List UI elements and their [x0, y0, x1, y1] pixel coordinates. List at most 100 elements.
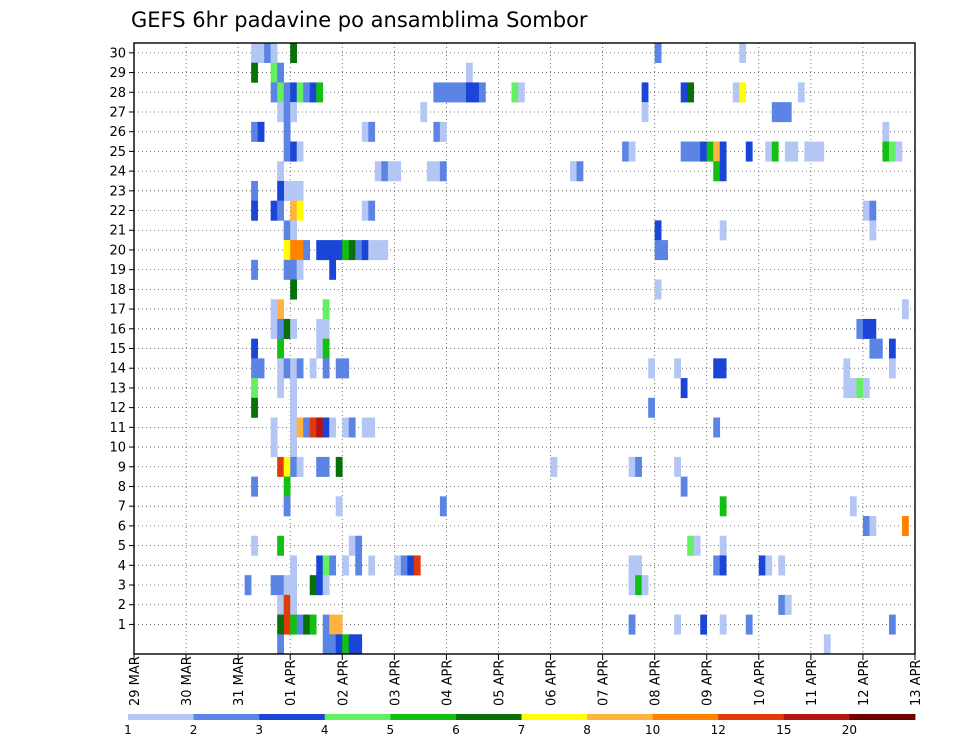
heatmap-cell: [856, 318, 864, 339]
heatmap-cell: [654, 240, 662, 261]
heatmap-cell: [251, 180, 258, 201]
heatmap-cell: [283, 358, 291, 379]
heatmap-cell: [290, 43, 298, 64]
heatmap-cell: [290, 82, 298, 103]
heatmap-cell: [739, 82, 747, 103]
heatmap-cell: [862, 516, 870, 537]
legend-label: 1: [124, 723, 132, 737]
heatmap-cell: [270, 62, 278, 83]
y-tick-label: 24: [109, 165, 126, 180]
heatmap-cell: [439, 161, 447, 182]
y-tick-label: 17: [109, 303, 126, 318]
heatmap-cell: [478, 82, 486, 103]
heatmap-cell: [277, 318, 284, 339]
heatmap-cell: [270, 299, 278, 320]
heatmap-cell: [251, 476, 258, 497]
heatmap-cell: [901, 299, 909, 320]
heatmap-cell: [257, 43, 265, 64]
heatmap-cell: [635, 456, 642, 477]
heatmap-cell: [674, 614, 681, 635]
legend-label: 3: [255, 723, 263, 737]
y-tick-label: 10: [109, 441, 126, 456]
heatmap-cell: [322, 575, 330, 596]
heatmap-cell: [322, 456, 330, 477]
heatmap-cell: [283, 575, 291, 596]
heatmap-cell: [270, 43, 278, 64]
heatmap-cell: [316, 240, 324, 261]
heatmap-cell: [862, 318, 870, 339]
heatmap-cell: [296, 614, 304, 635]
heatmap-cell: [264, 43, 271, 64]
heatmap-cell: [322, 240, 330, 261]
heatmap-cell: [277, 614, 284, 635]
legend-label: 4: [321, 723, 329, 737]
heatmap-cell: [576, 161, 584, 182]
heatmap-cell: [368, 417, 376, 438]
heatmap-cell: [713, 358, 721, 379]
x-tick-label: 10 APR: [753, 660, 768, 706]
y-tick-label: 29: [109, 66, 126, 81]
heatmap-cell: [713, 555, 721, 576]
heatmap-cell: [628, 614, 636, 635]
y-tick-label: 8: [118, 480, 126, 495]
heatmap-cell: [342, 240, 350, 261]
heatmap-cell: [654, 43, 662, 64]
heatmap-cell: [771, 141, 779, 162]
heatmap-cell: [654, 279, 662, 300]
heatmap-cell: [290, 575, 298, 596]
legend-swatch: [521, 714, 588, 720]
heatmap-cell: [322, 338, 330, 359]
heatmap-cell: [869, 220, 877, 241]
y-tick-label: 5: [118, 539, 126, 554]
heatmap-cell: [277, 338, 284, 359]
heatmap-cell: [635, 555, 642, 576]
heatmap-cell: [784, 102, 792, 123]
y-tick-label: 22: [109, 204, 126, 219]
x-tick-label: 09 APR: [701, 660, 716, 706]
heatmap-cell: [765, 555, 773, 576]
heatmap-cell: [869, 516, 877, 537]
heatmap-cell: [400, 555, 408, 576]
heatmap-cell: [283, 82, 291, 103]
x-tick-label: 05 APR: [492, 660, 507, 706]
heatmap-cell: [706, 141, 714, 162]
heatmap-cell: [381, 161, 389, 182]
heatmap-cell: [290, 279, 298, 300]
heatmap-cell: [570, 161, 577, 182]
legend-label: 20: [842, 723, 857, 737]
heatmap-cell: [439, 82, 447, 103]
heatmap-cell: [641, 102, 649, 123]
heatmap-cell: [342, 417, 350, 438]
heatmap-cell: [869, 200, 877, 221]
heatmap-cell: [277, 161, 284, 182]
heatmap-cell: [654, 220, 662, 241]
heatmap-cell: [355, 535, 363, 556]
y-tick-label: 21: [109, 224, 126, 239]
heatmap-cell: [843, 358, 851, 379]
heatmap-cell: [693, 141, 701, 162]
heatmap-cell: [778, 555, 786, 576]
heatmap-cell: [251, 200, 258, 221]
heatmap-cell: [296, 141, 304, 162]
heatmap-cell: [862, 200, 870, 221]
heatmap-cell: [433, 121, 441, 142]
heatmap-cell: [290, 358, 298, 379]
heatmap-cell: [888, 614, 896, 635]
heatmap-cell: [270, 437, 278, 458]
heatmap-cell: [309, 82, 317, 103]
heatmap-cell: [251, 62, 258, 83]
y-tick-label: 16: [109, 322, 126, 337]
heatmap-cell: [810, 141, 818, 162]
heatmap-cell: [322, 614, 330, 635]
y-tick-label: 18: [109, 283, 126, 298]
heatmap-cell: [277, 82, 284, 103]
heatmap-cell: [290, 594, 298, 615]
heatmap-cell: [290, 417, 298, 438]
x-tick-label: 07 APR: [597, 660, 612, 706]
heatmap-cell: [387, 161, 395, 182]
legend-swatch: [587, 714, 654, 720]
heatmap-cell: [342, 555, 350, 576]
legend-swatch: [718, 714, 785, 720]
heatmap-cell: [719, 161, 727, 182]
heatmap-cell: [303, 82, 311, 103]
